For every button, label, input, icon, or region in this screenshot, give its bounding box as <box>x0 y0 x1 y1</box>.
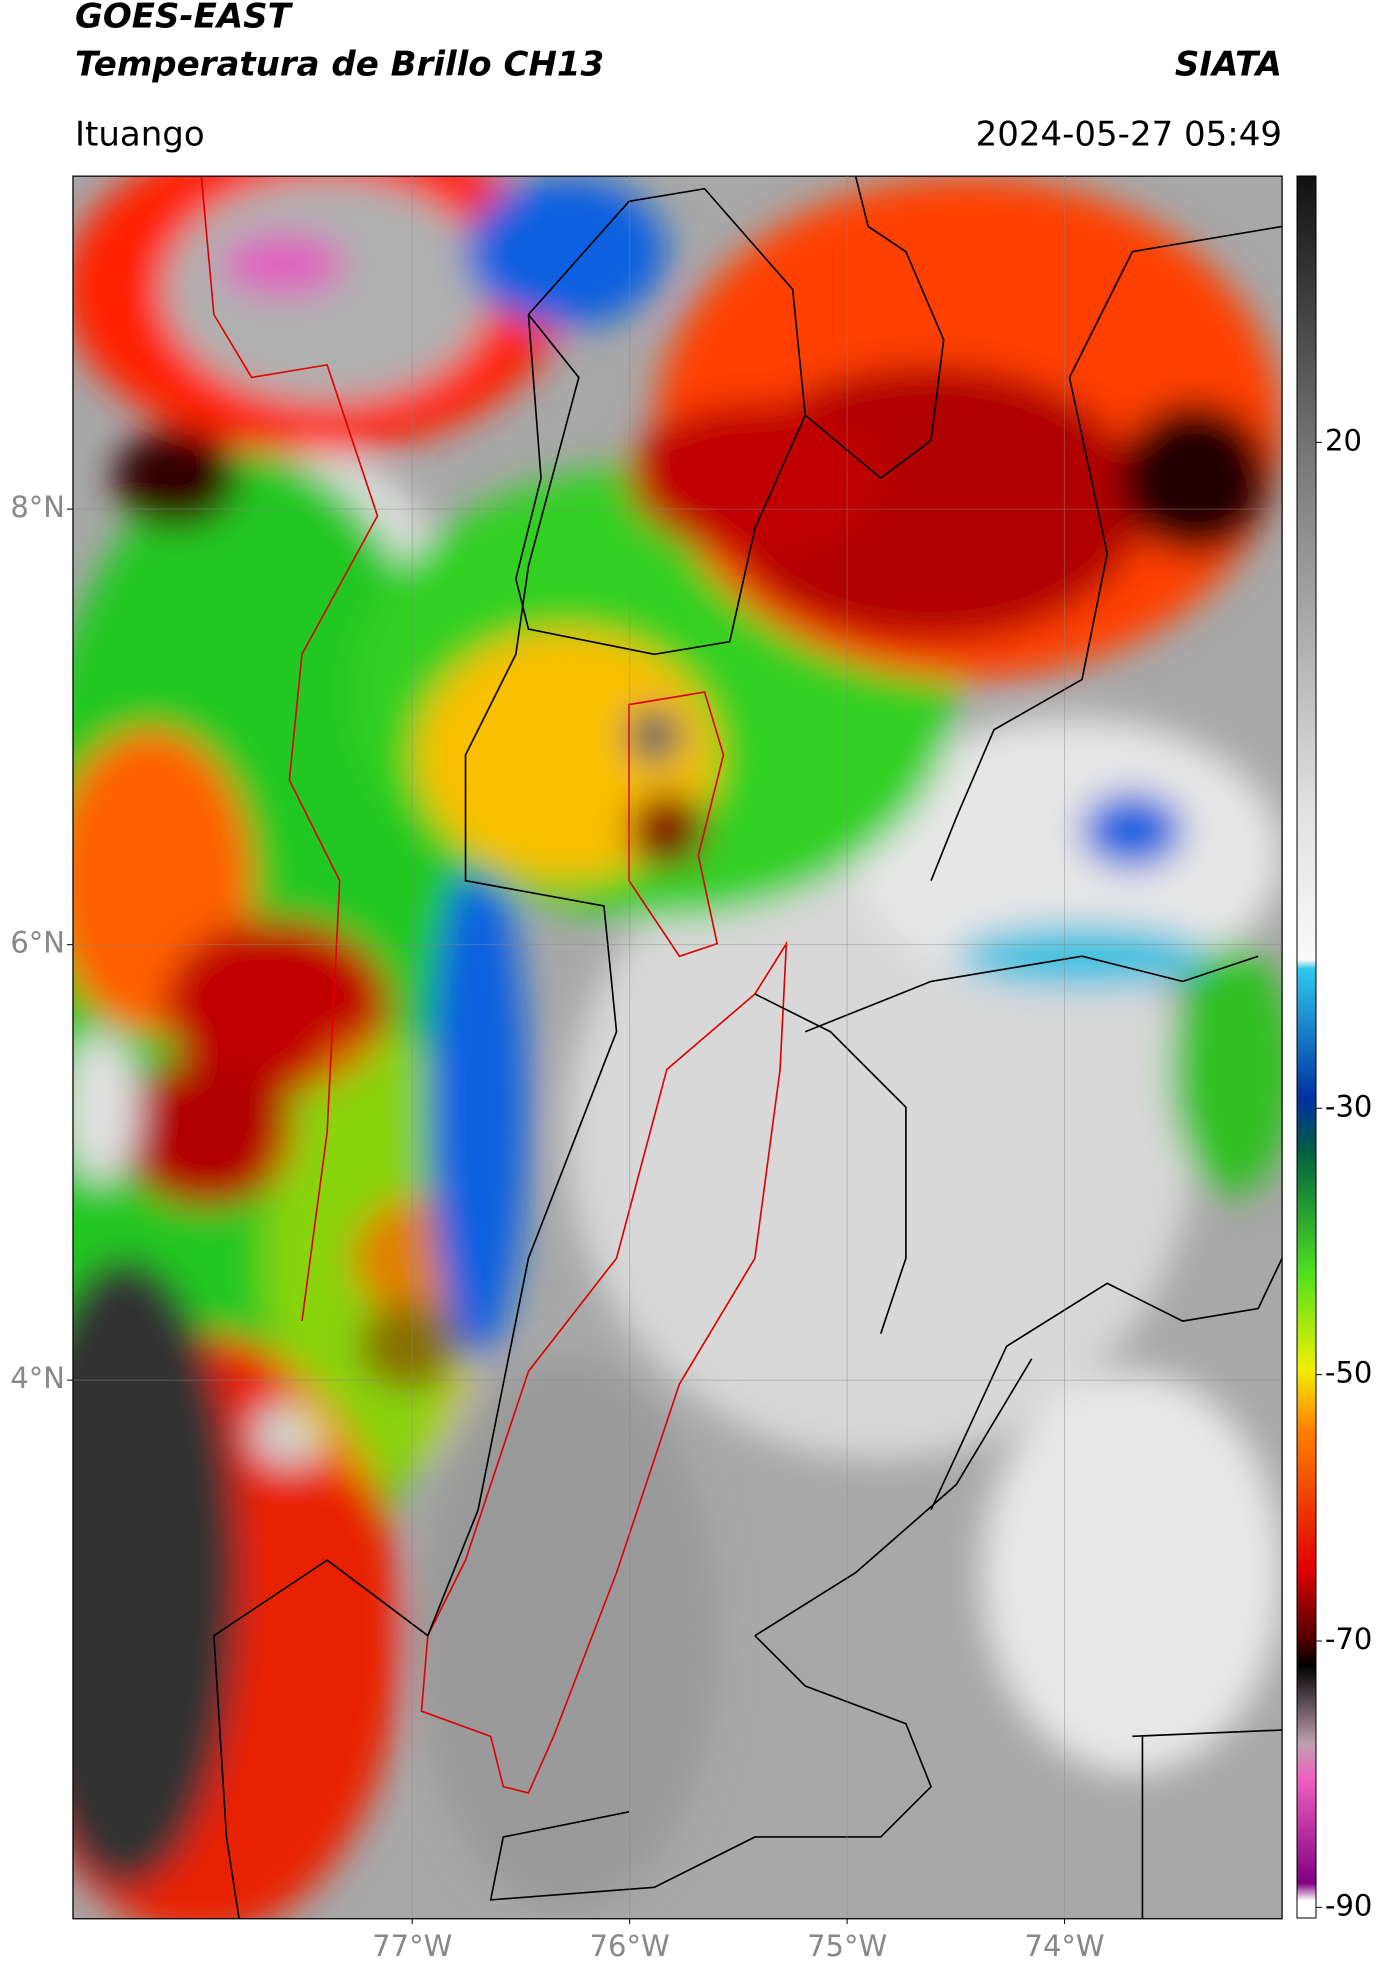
y-tick-label: 4°N <box>10 1361 65 1395</box>
datetime: 2024-05-27 05:49 <box>976 115 1282 155</box>
x-tick-label: 77°W <box>372 1929 452 1963</box>
subtitle: Temperatura de Brillo CH13 <box>75 45 604 85</box>
colorbar-tick-label: 20 <box>1325 423 1362 457</box>
x-tick-label: 75°W <box>807 1929 887 1963</box>
satellite-image <box>72 175 1283 1920</box>
source: SIATA <box>1175 45 1282 85</box>
x-tick-label: 76°W <box>590 1929 670 1963</box>
y-tick-label: 6°N <box>10 926 65 960</box>
location: Ituango <box>75 115 205 155</box>
title: GOES-EAST <box>75 0 294 37</box>
colorbar-tick-label: -90 <box>1325 1888 1372 1922</box>
y-tick-label: 8°N <box>10 490 65 524</box>
x-tick-label: 74°W <box>1025 1929 1105 1963</box>
colorbar <box>1296 175 1317 1919</box>
colorbar-tick-label: -30 <box>1325 1089 1372 1123</box>
colorbar-tick-label: -70 <box>1325 1622 1372 1656</box>
colorbar-tick-label: -50 <box>1325 1356 1372 1390</box>
